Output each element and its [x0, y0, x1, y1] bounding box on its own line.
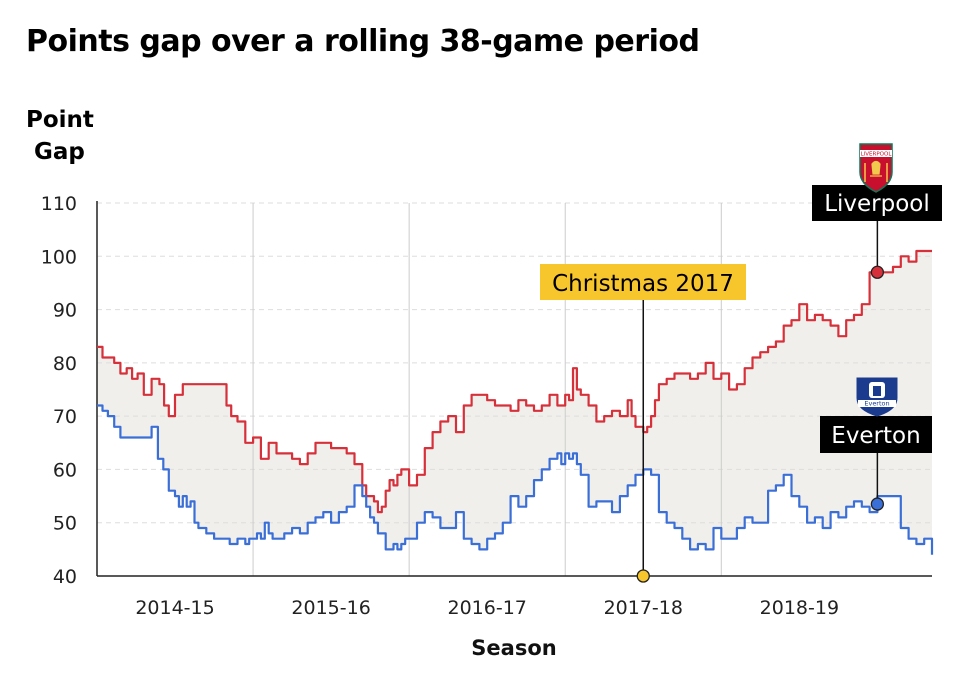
x-tick-label: 2017-18 [604, 597, 683, 619]
chart-title: Points gap over a rolling 38-game period [26, 24, 700, 59]
y-tick-label: 70 [53, 406, 77, 428]
x-tick-labels: 2014-15 2015-16 2016-17 2017-18 2018-19 [135, 597, 839, 619]
x-tick-label: 2016-17 [447, 597, 526, 619]
y-axis-title-line1: Point [26, 107, 94, 133]
y-tick-label: 100 [41, 246, 77, 268]
liverpool-marker-dot [870, 265, 885, 279]
everton-marker-dot [870, 497, 885, 511]
everton-crest-door [873, 386, 881, 396]
gap-area [97, 251, 932, 555]
everton-label-box [820, 416, 932, 453]
christmas-label-box [540, 264, 746, 300]
everton-crest-text: Everton [864, 400, 889, 408]
x-tick-label: 2014-15 [135, 597, 214, 619]
gap-area-layer [97, 251, 932, 555]
christmas-label: Christmas 2017 [552, 271, 734, 297]
y-tick-label: 50 [53, 513, 77, 535]
liverpool-crest-icon: LIVERPOOL [859, 143, 893, 193]
y-tick-label: 60 [53, 459, 77, 481]
everton-line [97, 404, 934, 555]
liverpool-crest-flames [864, 163, 888, 182]
y-axis-title-line2: Gap [34, 139, 85, 165]
y-axis-title: Point Gap [26, 104, 94, 168]
y-tick-label: 90 [53, 300, 77, 322]
y-tick-label: 40 [53, 566, 77, 588]
everton-label: Everton [831, 423, 920, 449]
annotations: Christmas 2017 Liverpool Everton LIVERPOOL E… [540, 143, 942, 583]
liverpool-line [97, 249, 932, 514]
liverpool-crest-text: LIVERPOOL [861, 152, 893, 158]
gridlines [97, 202, 932, 576]
y-tick-labels: 40 50 60 70 80 90 100 110 [41, 193, 77, 588]
liverpool-crest-banner [860, 150, 892, 157]
christmas-marker-dot [636, 569, 650, 583]
y-tick-label: 110 [41, 193, 77, 215]
axes [96, 201, 932, 577]
x-axis-title: Season [471, 636, 556, 660]
series-lines [97, 249, 934, 555]
everton-crest-icon: Everton [856, 377, 898, 417]
liverpool-label: Liverpool [824, 191, 930, 217]
x-tick-label: 2018-19 [760, 597, 839, 619]
liverbird-icon [870, 160, 882, 177]
y-tick-label: 80 [53, 353, 77, 375]
x-tick-label: 2015-16 [291, 597, 370, 619]
everton-crest-scroll [858, 400, 896, 407]
